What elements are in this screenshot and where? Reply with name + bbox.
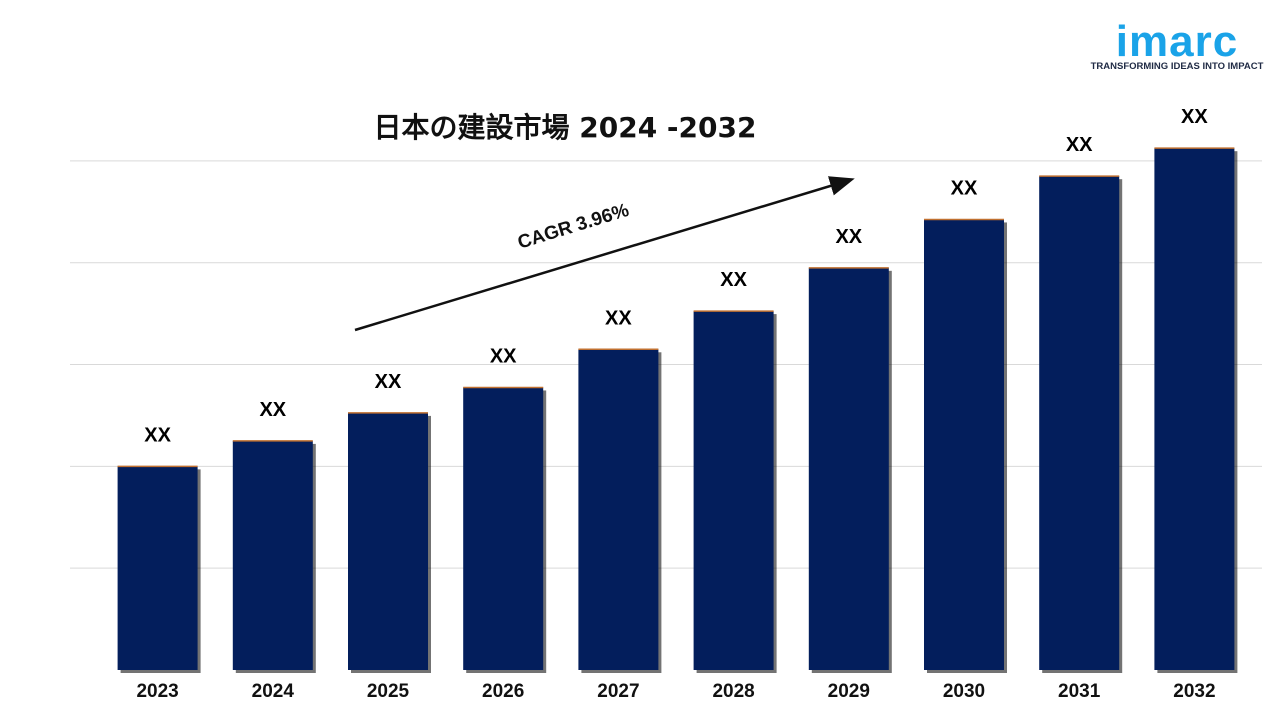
imarc-logo: imarc TRANSFORMING IDEAS INTO IMPACT [1091, 17, 1264, 72]
cagr-label: CAGR 3.96% [515, 200, 631, 254]
bar-value-label: XX [1181, 106, 1208, 128]
x-tick-label: 2024 [252, 681, 295, 702]
bar-value-label: XX [490, 345, 517, 367]
bar-value-label: XX [144, 424, 171, 446]
bar-2028 [693, 311, 774, 670]
bar-value-label: XX [375, 371, 402, 393]
bar-2032 [1154, 148, 1235, 670]
x-tick-label: 2026 [482, 681, 524, 702]
bar-2024 [232, 440, 313, 670]
bar-2023 [117, 466, 198, 670]
bar-2031 [1039, 176, 1120, 670]
x-tick-label: 2025 [367, 681, 410, 702]
bar-2027 [578, 349, 659, 670]
x-tick-label: 2030 [943, 681, 985, 702]
x-tick-label: 2028 [712, 681, 754, 702]
bar-2030 [924, 219, 1004, 671]
bar-2026 [463, 387, 544, 670]
x-tick-label: 2029 [828, 681, 870, 702]
x-tick-label: 2032 [1173, 681, 1215, 702]
x-tick-label: 2023 [136, 681, 178, 702]
bar-2029 [808, 267, 889, 670]
chart-title: 日本の建設市場 2024 -2032 [374, 111, 757, 144]
cagr-annotation: CAGR 3.96% [354, 176, 855, 332]
bars [117, 147, 1238, 674]
x-tick-label: 2031 [1058, 681, 1101, 702]
bar-value-label: XX [835, 226, 862, 248]
bar-2025 [348, 412, 428, 670]
logo-wordmark: imarc [1116, 17, 1238, 66]
bar-value-label: XX [605, 307, 632, 329]
bar-value-label: XX [720, 269, 747, 291]
bar-value-label: XX [259, 399, 286, 421]
x-tick-label: 2027 [597, 681, 639, 702]
bar-value-label: XX [951, 177, 978, 199]
trend-arrow [354, 176, 855, 332]
bar-value-label: XX [1066, 134, 1093, 156]
x-axis-tick-labels: 2023 2024 2025 2026 2027 2028 2029 2030 2031 2032 [136, 681, 1215, 702]
logo-tagline: TRANSFORMING IDEAS INTO IMPACT [1091, 61, 1264, 72]
bar-value-labels: XX XX XX XX XX XX XX XX XX XX [144, 106, 1208, 446]
